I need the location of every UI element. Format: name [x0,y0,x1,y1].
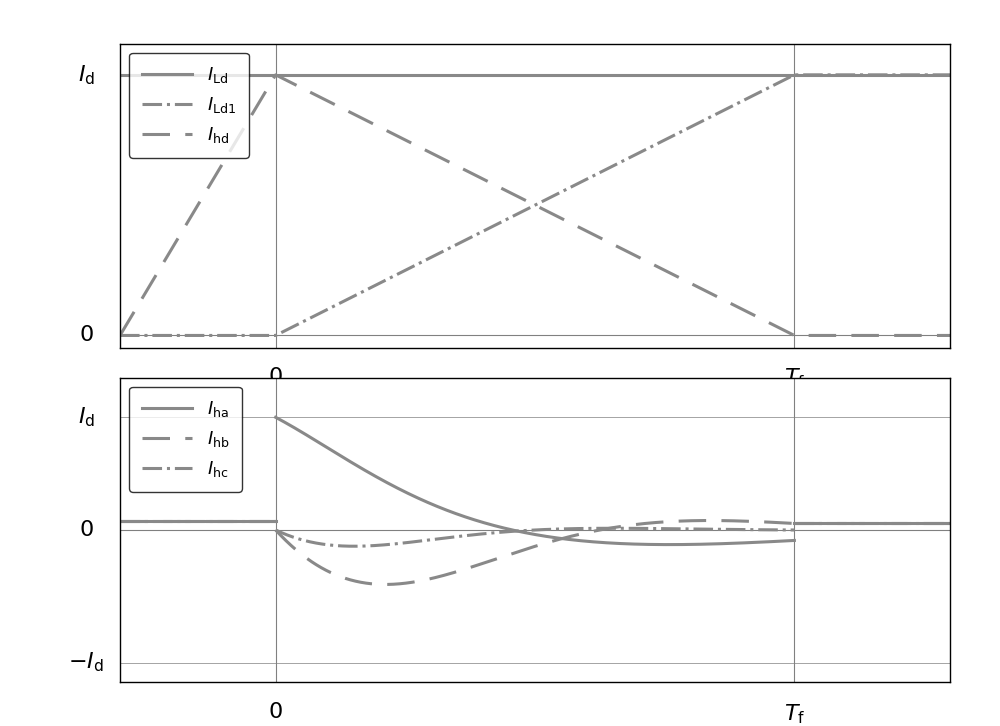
Text: $T_{\rm f}$: $T_{\rm f}$ [784,367,805,391]
Text: $T_{\rm f}$: $T_{\rm f}$ [784,702,805,726]
Legend: $I_{\rm Ld}$, $I_{\rm Ld1}$, $I_{\rm hd}$: $I_{\rm Ld}$, $I_{\rm Ld1}$, $I_{\rm hd}… [129,52,249,158]
Text: 0: 0 [79,325,93,346]
Text: 0: 0 [268,367,283,387]
Text: $I_{\rm d}$: $I_{\rm d}$ [78,63,95,86]
Text: $-I_{\rm d}$: $-I_{\rm d}$ [68,650,104,674]
Text: 0: 0 [268,702,283,722]
Text: 0: 0 [79,520,93,540]
Text: $I_{\rm d}$: $I_{\rm d}$ [78,406,95,429]
Legend: $I_{\rm ha}$, $I_{\rm hb}$, $I_{\rm hc}$: $I_{\rm ha}$, $I_{\rm hb}$, $I_{\rm hc}$ [129,386,242,492]
